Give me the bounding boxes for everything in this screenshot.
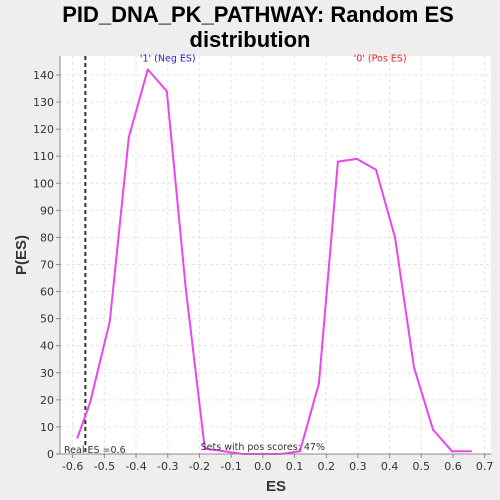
- y-axis-label: P(ES): [13, 235, 30, 275]
- y-tick-label: 90: [40, 204, 54, 217]
- y-axis-ticks: 0 10 20 30 40 50 60 70 80 90 100 110 120 130 140: [33, 69, 60, 461]
- chart-title-line-2: distribution: [190, 27, 311, 52]
- x-tick-label: 0.4: [381, 460, 399, 473]
- data-point: [203, 447, 206, 450]
- data-point: [222, 450, 225, 453]
- x-tick-label: -0.3: [157, 460, 178, 473]
- y-tick-label: 140: [33, 69, 54, 82]
- y-tick-label: 30: [40, 367, 54, 380]
- chart-title-line-1: PID_DNA_PK_PATHWAY: Random ES: [62, 2, 454, 27]
- data-point: [298, 450, 301, 453]
- data-point: [451, 450, 454, 453]
- data-point: [317, 382, 320, 385]
- x-tick-label: -0.4: [125, 460, 146, 473]
- y-tick-label: 120: [33, 123, 54, 136]
- x-tick-label: 0.1: [286, 460, 304, 473]
- real-es-label: Real ES =0.6: [64, 445, 126, 456]
- data-point: [76, 436, 79, 439]
- x-tick-label: 0.3: [349, 460, 367, 473]
- annotations-group: '1' (Neg ES) '0' (Pos ES) Sets with pos sc…: [140, 53, 407, 453]
- y-tick-label: 40: [40, 340, 54, 353]
- data-point: [89, 401, 92, 404]
- y-tick-label: 60: [40, 286, 54, 299]
- x-tick-label: 0.0: [254, 460, 272, 473]
- x-tick-label: 0.6: [444, 460, 462, 473]
- data-point: [393, 236, 396, 239]
- data-point: [412, 366, 415, 369]
- y-tick-label: 10: [40, 421, 54, 434]
- data-point: [355, 157, 358, 160]
- y-tick-label: 70: [40, 258, 54, 271]
- chart-annotation: '0' (Pos ES): [354, 53, 407, 64]
- y-tick-label: 130: [33, 96, 54, 109]
- data-point: [374, 168, 377, 171]
- x-tick-label: -0.6: [62, 460, 83, 473]
- x-tick-label: 0.5: [413, 460, 431, 473]
- y-tick-label: 80: [40, 231, 54, 244]
- grid-lines: [60, 56, 491, 455]
- x-tick-label: -0.1: [220, 460, 241, 473]
- data-point: [146, 68, 149, 71]
- x-tick-label: -0.2: [189, 460, 210, 473]
- chart-annotation: Sets with pos scores: 47%: [201, 442, 325, 453]
- y-tick-label: 100: [33, 177, 54, 190]
- y-tick-label: 50: [40, 313, 54, 326]
- data-point: [336, 160, 339, 163]
- x-tick-label: 0.2: [317, 460, 335, 473]
- data-point: [432, 428, 435, 431]
- data-point: [184, 287, 187, 290]
- plot-area: [60, 56, 491, 454]
- y-tick-label: 0: [47, 448, 54, 461]
- x-tick-label: 0.7: [476, 460, 494, 473]
- reference-line-group: Real ES =0.6: [64, 56, 126, 456]
- x-axis-ticks: -0.6 -0.5 -0.4 -0.3 -0.2 -0.1 0.0 0.1 0.2 0.3 0.4 0…: [62, 454, 493, 473]
- x-tick-label: -0.5: [94, 460, 115, 473]
- y-tick-label: 110: [33, 150, 54, 163]
- data-point: [470, 450, 473, 453]
- data-point: [165, 90, 168, 93]
- data-point: [127, 136, 130, 139]
- data-point: [108, 320, 111, 323]
- y-tick-label: 20: [40, 394, 54, 407]
- chart-annotation: '1' (Neg ES): [140, 53, 196, 64]
- x-axis-label: ES: [266, 478, 286, 495]
